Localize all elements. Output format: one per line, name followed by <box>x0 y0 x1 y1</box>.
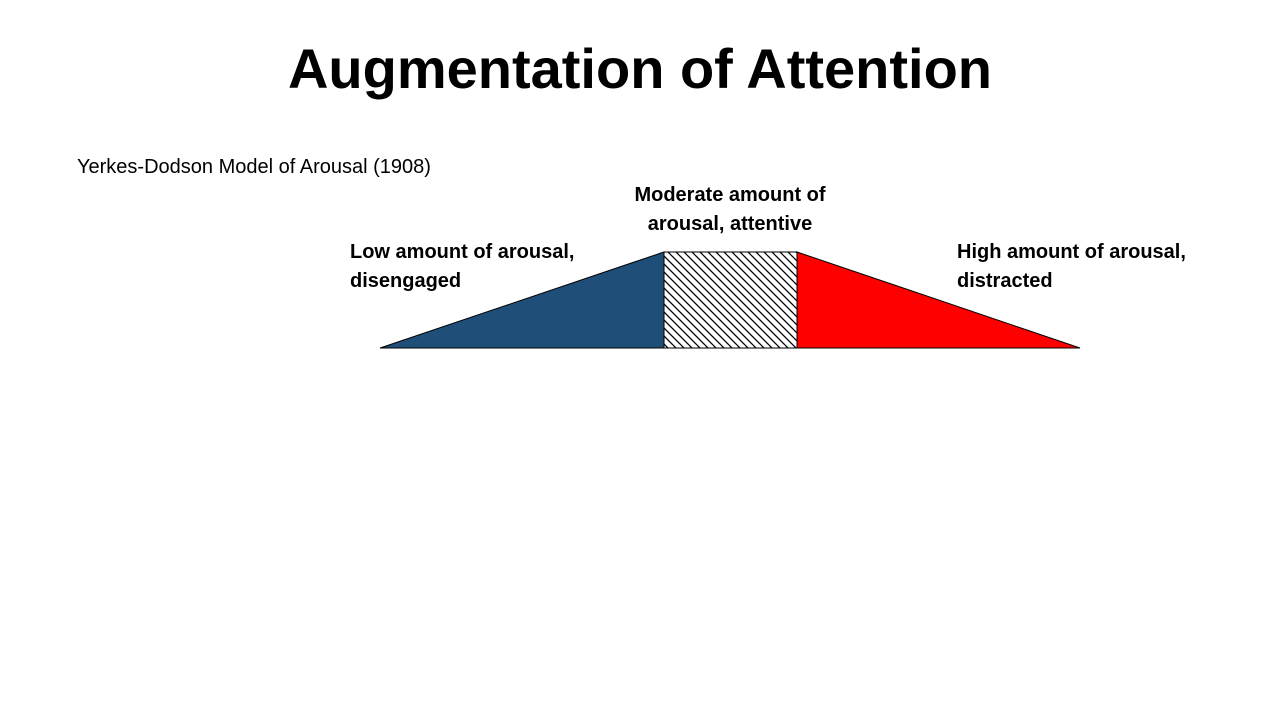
high-arousal-label-line2: distracted <box>957 270 1053 292</box>
high-arousal-label-line1: High amount of arousal, <box>957 241 1186 263</box>
slide-title: Augmentation of Attention <box>287 37 993 100</box>
moderate-arousal-zone <box>663 251 798 349</box>
moderate-arousal-label-line2: arousal, attentive <box>647 213 813 235</box>
high-arousal-label: High amount of arousal, distracted <box>957 238 1186 296</box>
slide-subtitle: Yerkes-Dodson Model of Arousal (1908) <box>77 156 431 178</box>
low-arousal-label: Low amount of arousal, disengaged <box>350 238 574 296</box>
moderate-arousal-label-line1: Moderate amount of <box>634 184 826 206</box>
low-arousal-label-line2: disengaged <box>350 270 462 292</box>
low-arousal-label-line1: Low amount of arousal, <box>350 241 575 263</box>
high-arousal-triangle <box>796 251 1081 349</box>
moderate-arousal-label: Moderate amount of arousal, attentive <box>596 181 864 239</box>
